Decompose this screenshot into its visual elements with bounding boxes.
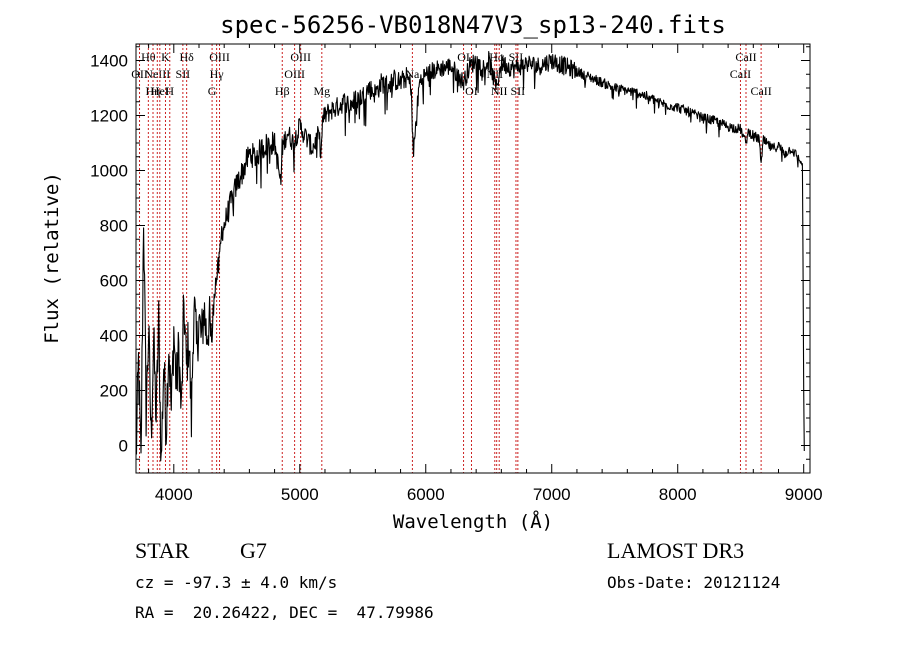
line-marker-label-11: OIII <box>209 50 230 64</box>
x-axis-label: Wavelength (Å) <box>393 510 553 533</box>
y-tick-label-1200: 1200 <box>90 107 128 126</box>
observation-date: Obs-Date: 20121124 <box>607 573 781 592</box>
x-tick-label-8000: 8000 <box>659 485 697 504</box>
redshift-velocity: cz = -97.3 ± 4.0 km/s <box>135 573 338 592</box>
line-marker-label-4: HeI <box>151 84 169 98</box>
spectrum-series <box>135 50 805 462</box>
line-marker-label-13: OIII <box>284 67 305 81</box>
x-tick-label-7000: 7000 <box>533 485 571 504</box>
y-tick-label-1000: 1000 <box>90 162 128 181</box>
y-tick-label-400: 400 <box>100 327 128 346</box>
line-marker-label-7: SII <box>176 67 191 81</box>
line-marker-label-9: G <box>208 84 217 98</box>
line-marker-label-24: CaII <box>730 67 751 81</box>
line-marker-label-12: Hβ <box>275 84 290 98</box>
y-axis-label: Flux (relative) <box>41 172 63 344</box>
line-marker-label-23: SII <box>511 84 526 98</box>
coordinates: RA = 20.26422, DEC = 47.79986 <box>135 603 434 622</box>
line-marker-label-20: Hα <box>489 50 505 64</box>
line-marker-label-18: OI <box>465 84 478 98</box>
line-marker-label-6: H <box>165 84 174 98</box>
x-tick-label-9000: 9000 <box>785 485 823 504</box>
spectral-subclass: G7 <box>240 538 267 563</box>
line-marker-label-10: Hγ <box>210 67 225 81</box>
y-tick-label-800: 800 <box>100 217 128 236</box>
line-marker-label-8: Hδ <box>179 50 194 64</box>
chart-title: spec-56256-VB018N47V3_sp13-240.fits <box>220 11 726 39</box>
x-tick-label-4000: 4000 <box>155 485 193 504</box>
x-tick-label-6000: 6000 <box>407 485 445 504</box>
y-tick-label-200: 200 <box>100 382 128 401</box>
x-tick-label-5000: 5000 <box>281 485 319 504</box>
object-class: STAR <box>135 538 190 563</box>
survey-name: LAMOST DR3 <box>607 538 745 563</box>
series-line-flux <box>135 50 805 462</box>
line-marker-label-21: NII <box>491 84 508 98</box>
line-marker-label-15: Mg <box>313 84 330 98</box>
line-marker-label-2: Hη <box>146 84 161 98</box>
line-marker-label-26: CaII <box>750 84 771 98</box>
line-marker-label-14: OIII <box>290 50 311 64</box>
y-tick-label-1400: 1400 <box>90 52 128 71</box>
y-tick-label-600: 600 <box>100 272 128 291</box>
emission-line-markers: OIIHθHηNeIIIHeIKHSIIHδGHγOIIIHβOIIIOIIIM… <box>131 44 772 473</box>
line-marker-label-25: CaII <box>735 50 756 64</box>
line-marker-label-3: NeIII <box>144 67 170 81</box>
line-marker-label-5: K <box>161 50 170 64</box>
y-tick-label-0: 0 <box>119 437 128 456</box>
line-marker-label-1: Hθ <box>141 50 156 64</box>
line-marker-label-17: OI <box>457 50 470 64</box>
axis-ticks: 4000 5000 6000 7000 8000 9000 0 200 400 600 800 100… <box>90 44 823 504</box>
plot-frame <box>135 43 811 474</box>
